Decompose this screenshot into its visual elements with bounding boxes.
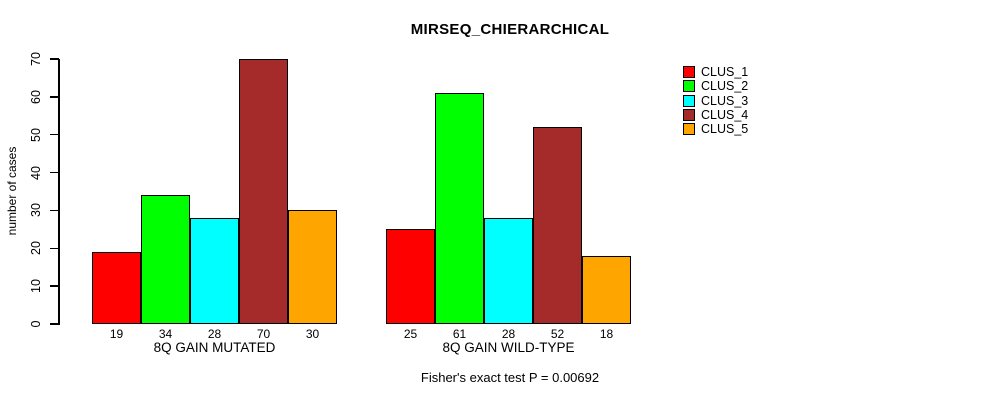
chart-title: MIRSEQ_CHIERARCHICAL [410, 21, 610, 38]
bar [288, 210, 337, 324]
bar-value-label: 70 [256, 327, 271, 341]
bar [484, 218, 533, 324]
bar-value-label: 52 [550, 327, 565, 341]
y-tick-label: 40 [29, 165, 43, 180]
legend-item: CLUS_3 [683, 94, 748, 108]
bar-value-label: 18 [599, 327, 614, 341]
bar [190, 218, 239, 324]
y-tick-label: 70 [29, 52, 43, 66]
y-tick-label: 10 [29, 279, 43, 294]
y-axis-line [58, 58, 60, 325]
y-axis-label: number of cases [5, 146, 19, 236]
y-tick-label: 0 [29, 320, 43, 328]
y-tick-label: 60 [29, 89, 43, 104]
y-tick [50, 96, 59, 98]
legend-label: CLUS_3 [701, 93, 749, 108]
bar-value-label: 28 [501, 327, 516, 341]
annotation-fisher-test: Fisher's exact test P = 0.00692 [420, 370, 600, 385]
legend-label: CLUS_1 [701, 65, 749, 79]
legend-item: CLUS_5 [683, 122, 748, 136]
bar [141, 195, 190, 324]
bar-value-label: 28 [207, 327, 222, 341]
legend-swatch [683, 123, 695, 136]
legend-label: CLUS_5 [701, 122, 749, 137]
y-tick [50, 323, 59, 325]
bar [582, 255, 631, 324]
bar-value-label: 25 [403, 327, 418, 341]
legend-swatch [683, 66, 695, 78]
bar [92, 252, 141, 324]
legend-item: CLUS_1 [683, 65, 748, 79]
legend-label: CLUS_4 [701, 107, 749, 122]
bar-value-label: 61 [452, 327, 467, 341]
bar-value-label: 19 [109, 327, 124, 341]
legend-swatch [683, 108, 695, 121]
category-label: 8Q GAIN MUTATED [153, 340, 276, 355]
bar [435, 93, 484, 324]
legend-swatch [683, 80, 695, 93]
legend-item: CLUS_4 [683, 108, 748, 122]
legend-swatch [683, 94, 695, 107]
bar [533, 127, 582, 324]
y-tick [50, 209, 59, 212]
y-tick [50, 285, 59, 287]
legend-label: CLUS_2 [701, 79, 749, 94]
legend-item: CLUS_2 [683, 79, 748, 93]
bar-value-label: 34 [158, 327, 173, 341]
y-tick [50, 247, 59, 250]
bar-value-label: 30 [305, 327, 320, 341]
bar [386, 229, 435, 324]
y-tick [50, 133, 59, 136]
y-tick-label: 20 [29, 241, 43, 256]
y-tick-label: 50 [29, 127, 43, 142]
y-tick-label: 30 [29, 203, 43, 218]
bar [239, 59, 288, 324]
category-label: 8Q GAIN WILD-TYPE [442, 340, 575, 355]
y-tick [50, 58, 59, 60]
y-tick [50, 171, 59, 174]
